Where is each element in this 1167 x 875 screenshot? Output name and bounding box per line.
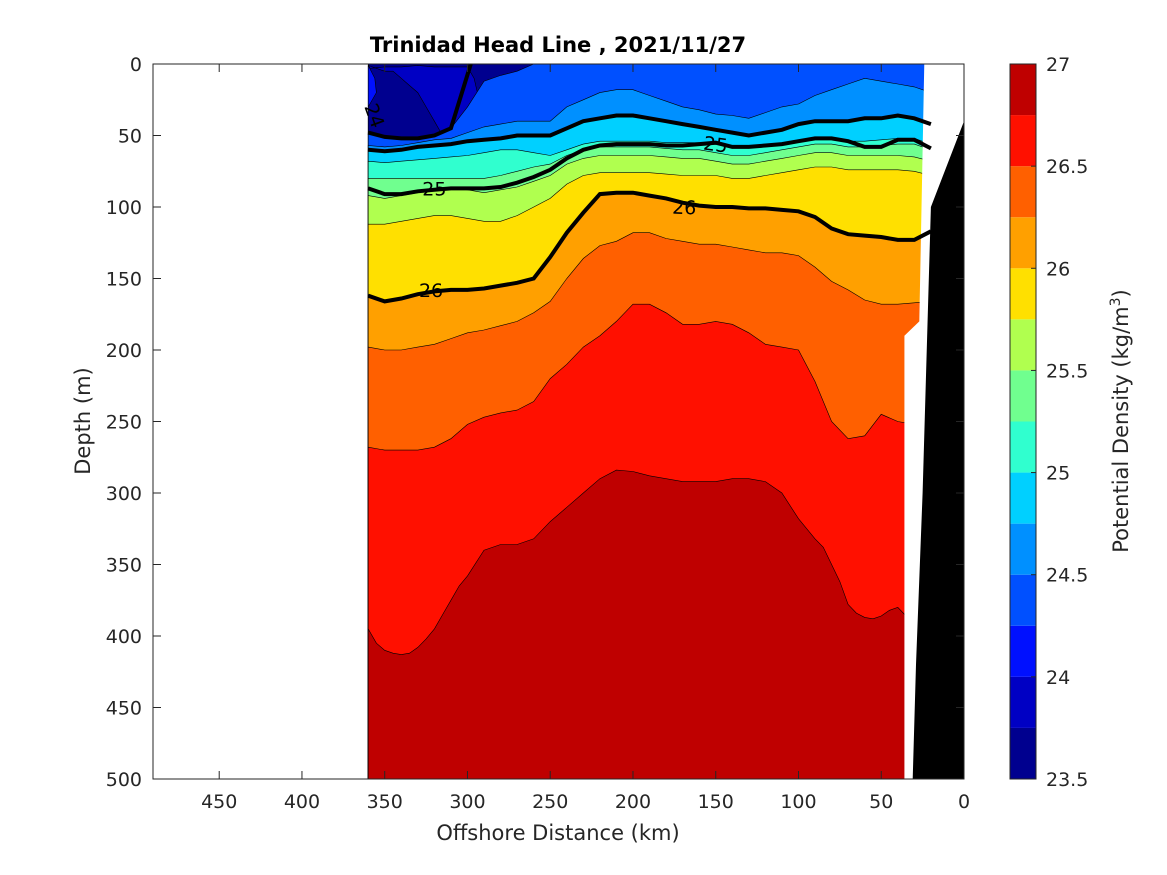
chart-title: Trinidad Head Line , 2021/11/27 <box>370 33 746 57</box>
colorbar-swatch-5 <box>1010 472 1036 524</box>
colorbar-tick-label-7: 23.5 <box>1046 769 1088 791</box>
colorbar-swatch-10 <box>1010 217 1036 269</box>
x-tick-label-1: 400 <box>284 791 320 813</box>
x-tick-label-5: 200 <box>615 791 651 813</box>
x-tick-label-2: 350 <box>367 791 403 813</box>
colorbar-tick-label-3: 25.5 <box>1046 360 1088 382</box>
colorbar-swatch-8 <box>1010 319 1036 371</box>
x-tick-label-9: 0 <box>958 791 970 813</box>
colorbar-swatch-13 <box>1010 64 1036 116</box>
y-tick-label-7: 350 <box>106 555 142 577</box>
colorbar: 27 26.5 26 25.5 25 24.5 24 23.5 <box>1009 54 1088 791</box>
x-tick-label-7: 100 <box>780 791 816 813</box>
contour-label-2: 25 <box>422 178 446 200</box>
x-tick-label-3: 300 <box>449 791 485 813</box>
colorbar-tick-label-1: 26.5 <box>1046 156 1088 178</box>
y-tick-label-0: 0 <box>130 54 142 76</box>
colorbar-swatch-0 <box>1010 727 1036 779</box>
y-tick-label-2: 100 <box>106 197 142 219</box>
contour-line-0 <box>367 63 473 141</box>
density-band-12 <box>367 469 915 780</box>
colorbar-swatch-9 <box>1010 268 1036 320</box>
contour-label-1: 25 <box>702 132 729 157</box>
colorbar-tick-label-5: 24.5 <box>1046 565 1088 587</box>
colorbar-swatch-2 <box>1010 625 1036 677</box>
colorbar-swatch-1 <box>1010 676 1036 728</box>
colorbar-label: Potential Density (kg/m3) <box>1108 289 1133 553</box>
colorbar-tick-label-4: 25 <box>1046 463 1070 485</box>
y-tick-label-10: 500 <box>106 769 142 791</box>
x-tick-label-4: 250 <box>532 791 568 813</box>
bathymetry-layer <box>904 64 964 779</box>
colorbar-tick-label-2: 26 <box>1046 258 1070 280</box>
y-axis-ticks: 0 50 100 150 200 250 300 350 400 450 500 <box>106 54 964 791</box>
colorbar-swatch-6 <box>1010 421 1036 473</box>
y-tick-label-4: 200 <box>106 340 142 362</box>
colorbar-swatch-4 <box>1010 523 1036 575</box>
colorbar-label-close: ) <box>1109 289 1133 297</box>
y-tick-label-3: 150 <box>106 269 142 291</box>
x-axis-label: Offshore Distance (km) <box>436 821 679 845</box>
colorbar-swatch-7 <box>1010 370 1036 422</box>
contour-label-4: 26 <box>419 280 443 302</box>
x-tick-label-8: 50 <box>869 791 893 813</box>
contour-line-1 <box>368 113 932 154</box>
colorbar-tick-label-6: 24 <box>1046 667 1070 689</box>
colorbar-swatch-12 <box>1010 115 1036 167</box>
colorbar-frame <box>1009 63 1037 780</box>
highlight-contours <box>367 63 932 304</box>
contour-line-2 <box>367 136 932 197</box>
y-axis-label: Depth (m) <box>71 367 95 474</box>
colorbar-swatch-3 <box>1010 574 1036 626</box>
y-tick-label-5: 250 <box>106 412 142 434</box>
contour-label-3: 26 <box>672 197 697 220</box>
density-bands <box>367 63 932 780</box>
x-tick-label-6: 150 <box>698 791 734 813</box>
y-tick-label-1: 50 <box>118 126 142 148</box>
colorbar-swatch-11 <box>1010 166 1036 218</box>
y-tick-label-6: 300 <box>106 483 142 505</box>
colorbar-label-main: Potential Density (kg/m <box>1109 306 1133 552</box>
seafloor <box>912 121 964 779</box>
colorbar-label-superscript: 3 <box>1108 297 1124 306</box>
colorbar-tick-label-0: 27 <box>1046 54 1070 76</box>
y-tick-label-9: 450 <box>106 698 142 720</box>
x-tick-label-0: 450 <box>201 791 237 813</box>
contour-line-3 <box>367 190 932 304</box>
x-axis-ticks: 450 400 350 300 250 200 150 100 50 0 <box>201 64 970 813</box>
y-tick-label-8: 400 <box>106 626 142 648</box>
